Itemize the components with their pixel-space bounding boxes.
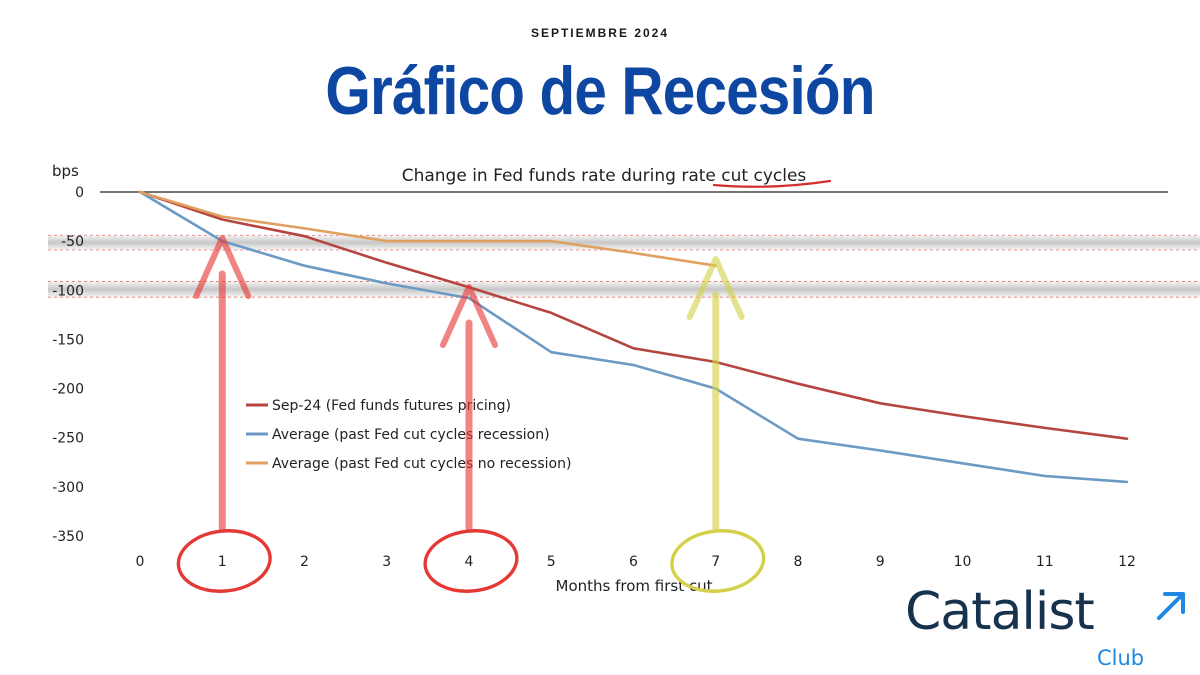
arrow-up-right-icon <box>1157 592 1185 620</box>
x-tick-label: 9 <box>876 554 885 570</box>
series-line-2 <box>138 190 718 268</box>
annotation-arrow-head-2 <box>686 256 745 320</box>
legend-label-1: Average (past Fed cut cycles recession) <box>272 427 550 443</box>
y-tick-label: -300 <box>52 480 84 496</box>
y-axis-label: bps <box>52 162 79 180</box>
page-title: Gráfico de Recesión <box>325 53 875 129</box>
x-tick-label: 3 <box>382 554 391 570</box>
x-tick-label: 0 <box>136 554 145 570</box>
brand-sub: Club <box>1097 646 1145 670</box>
x-axis-label: Months from first cut <box>556 577 713 595</box>
y-tick-label: -150 <box>52 332 84 348</box>
x-tick-label: 11 <box>1036 554 1054 570</box>
y-tick-label: -50 <box>61 234 84 250</box>
legend-label-0: Sep-24 (Fed funds futures pricing) <box>272 398 511 414</box>
y-tick-label: -350 <box>52 529 84 545</box>
legend-label-2: Average (past Fed cut cycles no recessio… <box>272 456 571 472</box>
report-date: SEPTIEMBRE 2024 <box>530 26 670 40</box>
series-line-0 <box>138 190 1129 441</box>
y-tick-label: -100 <box>52 283 84 299</box>
annotation-arrow-head-0 <box>193 235 252 299</box>
x-tick-label: 5 <box>547 554 556 570</box>
y-tick-label: -200 <box>52 382 84 398</box>
x-tick-label: 7 <box>711 554 720 570</box>
x-tick-label: 10 <box>954 554 972 570</box>
brand-name: Catalist <box>905 582 1095 642</box>
title-underline-annotation <box>712 179 832 188</box>
annotation-arrow-head-1 <box>440 284 498 348</box>
x-tick-label: 12 <box>1118 554 1136 570</box>
x-tick-label: 6 <box>629 554 638 570</box>
x-tick-label: 2 <box>300 554 309 570</box>
x-tick-label: 8 <box>794 554 803 570</box>
x-tick-label: 4 <box>465 554 474 570</box>
y-tick-label: 0 <box>75 185 84 201</box>
annotation-circle-1 <box>423 529 519 593</box>
x-tick-label: 1 <box>218 554 227 570</box>
y-tick-label: -250 <box>52 431 84 447</box>
highlight-band-1 <box>48 281 1200 298</box>
chart-title: Change in Fed funds rate during rate cut… <box>402 166 807 186</box>
catalist-club-logo: Catalist Club <box>905 580 1195 675</box>
series-line-1 <box>138 190 1129 484</box>
annotation-circle-2 <box>670 529 766 593</box>
annotation-circle-0 <box>176 529 272 593</box>
